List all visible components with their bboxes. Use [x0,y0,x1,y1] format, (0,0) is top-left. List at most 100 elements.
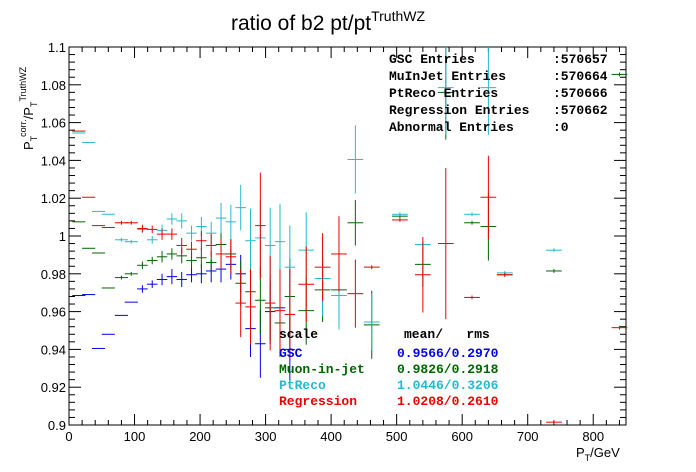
data-point [176,271,187,288]
data-point [225,239,237,274]
data-point [215,238,227,270]
data-point [114,237,128,242]
data-marks [72,47,628,425]
data-point [284,269,296,360]
data-point [196,248,207,268]
legend-entry-name: Regression [279,394,357,409]
data-point [546,269,562,273]
legend-entry-value: 1.0208/0.2610 [397,394,499,409]
data-point [196,264,207,284]
stats-row-label: Regression Entries [389,103,530,118]
stats-row-label: PtReco Entries [389,86,498,101]
y-tick-label: 0.98 [41,267,66,282]
y-tick-label: 0.96 [41,305,66,320]
data-point [437,47,454,135]
data-point [137,224,148,233]
data-point [137,261,148,270]
data-point [225,204,237,239]
stats-row-value: :570657 [553,52,608,67]
data-point [464,212,480,217]
data-point [215,202,227,234]
x-tick-label: 400 [320,429,342,444]
data-point [496,272,513,277]
y-tick-label: 1.04 [41,153,66,168]
y-tick-label: 0.92 [41,380,66,395]
stats-row-value: :570664 [553,69,608,84]
y-tick-label: 1 [59,229,66,244]
data-point [546,420,562,425]
data-point [363,265,380,270]
data-point [298,246,315,322]
data-point [156,273,168,286]
data-point [124,271,138,276]
legend-entry-name: PtReco [279,378,326,393]
data-point [146,236,158,244]
data-point [331,216,347,292]
axis-ticks [68,46,626,426]
chart-title-superscript: TruthWZ [371,8,425,24]
data-point [464,220,480,225]
data-point [176,213,187,229]
data-point [274,269,286,353]
y-tick-label: 0.9 [48,418,66,433]
chart-title: ratio of b2 pt/ptTruthWZ [231,8,425,35]
x-tick-label: 200 [189,429,211,444]
y-tick-label: 0.94 [41,342,66,357]
data-point [480,155,497,239]
data-point [245,208,256,273]
stats-box: GSC Entries :570657 MuInJet Entries :570664… [389,52,608,135]
y-tick-label: 1.02 [41,191,66,206]
data-point [347,125,364,194]
legend-entry-value: 0.9566/0.2970 [397,346,499,361]
x-tick-label: 800 [582,429,604,444]
data-point [546,248,562,253]
legend-entry-name: Muon-in-jet [279,362,365,377]
data-point [176,237,187,254]
data-point [392,212,408,217]
data-point [235,269,246,338]
data-point [264,255,276,351]
legend: scale mean/ rms GSC 0.9566/0.2970 Muon-in-… [279,327,499,409]
data-point [186,225,197,241]
data-point [347,259,364,328]
data-point [156,228,168,240]
data-point [480,47,497,135]
data-point [166,228,178,240]
x-tick-label: 700 [517,429,539,444]
data-point [146,256,158,265]
legend-entry-value: 0.9826/0.2918 [397,362,499,377]
x-tick-label: 100 [124,429,146,444]
x-tick-label: 600 [451,429,473,444]
data-point [347,200,364,246]
data-point [166,248,178,260]
data-point [114,275,128,280]
data-point [611,325,628,330]
stats-row-label: GSC Entries [389,52,475,67]
axis-tick-labels: 0 100 200 300 400 500 600 700 800 0.9 0.92 0.94 0.96… [41,40,604,444]
data-point [245,269,256,345]
data-point [205,234,217,257]
stats-row-value: :570666 [553,86,608,101]
data-point [611,72,628,77]
data-point [186,267,197,283]
y-tick-label: 1.1 [48,40,66,55]
x-axis-label: PT/GeV [576,445,620,463]
legend-header-scale: scale [279,327,318,342]
y-axis-label: PTcorr./PTTruthWZ [18,66,39,150]
data-point [146,280,158,288]
data-point [464,295,480,300]
stats-row-label: MuInJet Entries [389,69,506,84]
svg-text:PTcorr./PTTruthWZ: PTcorr./PTTruthWZ [18,66,39,150]
stats-row-value: :570662 [553,103,608,118]
stats-row-value: :0 [553,120,569,135]
y-tick-label: 1.08 [41,78,66,93]
data-point [255,172,266,279]
data-point [274,203,286,280]
data-point [166,269,178,285]
data-point [414,236,431,313]
x-tick-label: 0 [65,429,72,444]
series-muon-in-jet [72,47,628,359]
data-point [314,233,331,302]
data-point [166,213,178,225]
